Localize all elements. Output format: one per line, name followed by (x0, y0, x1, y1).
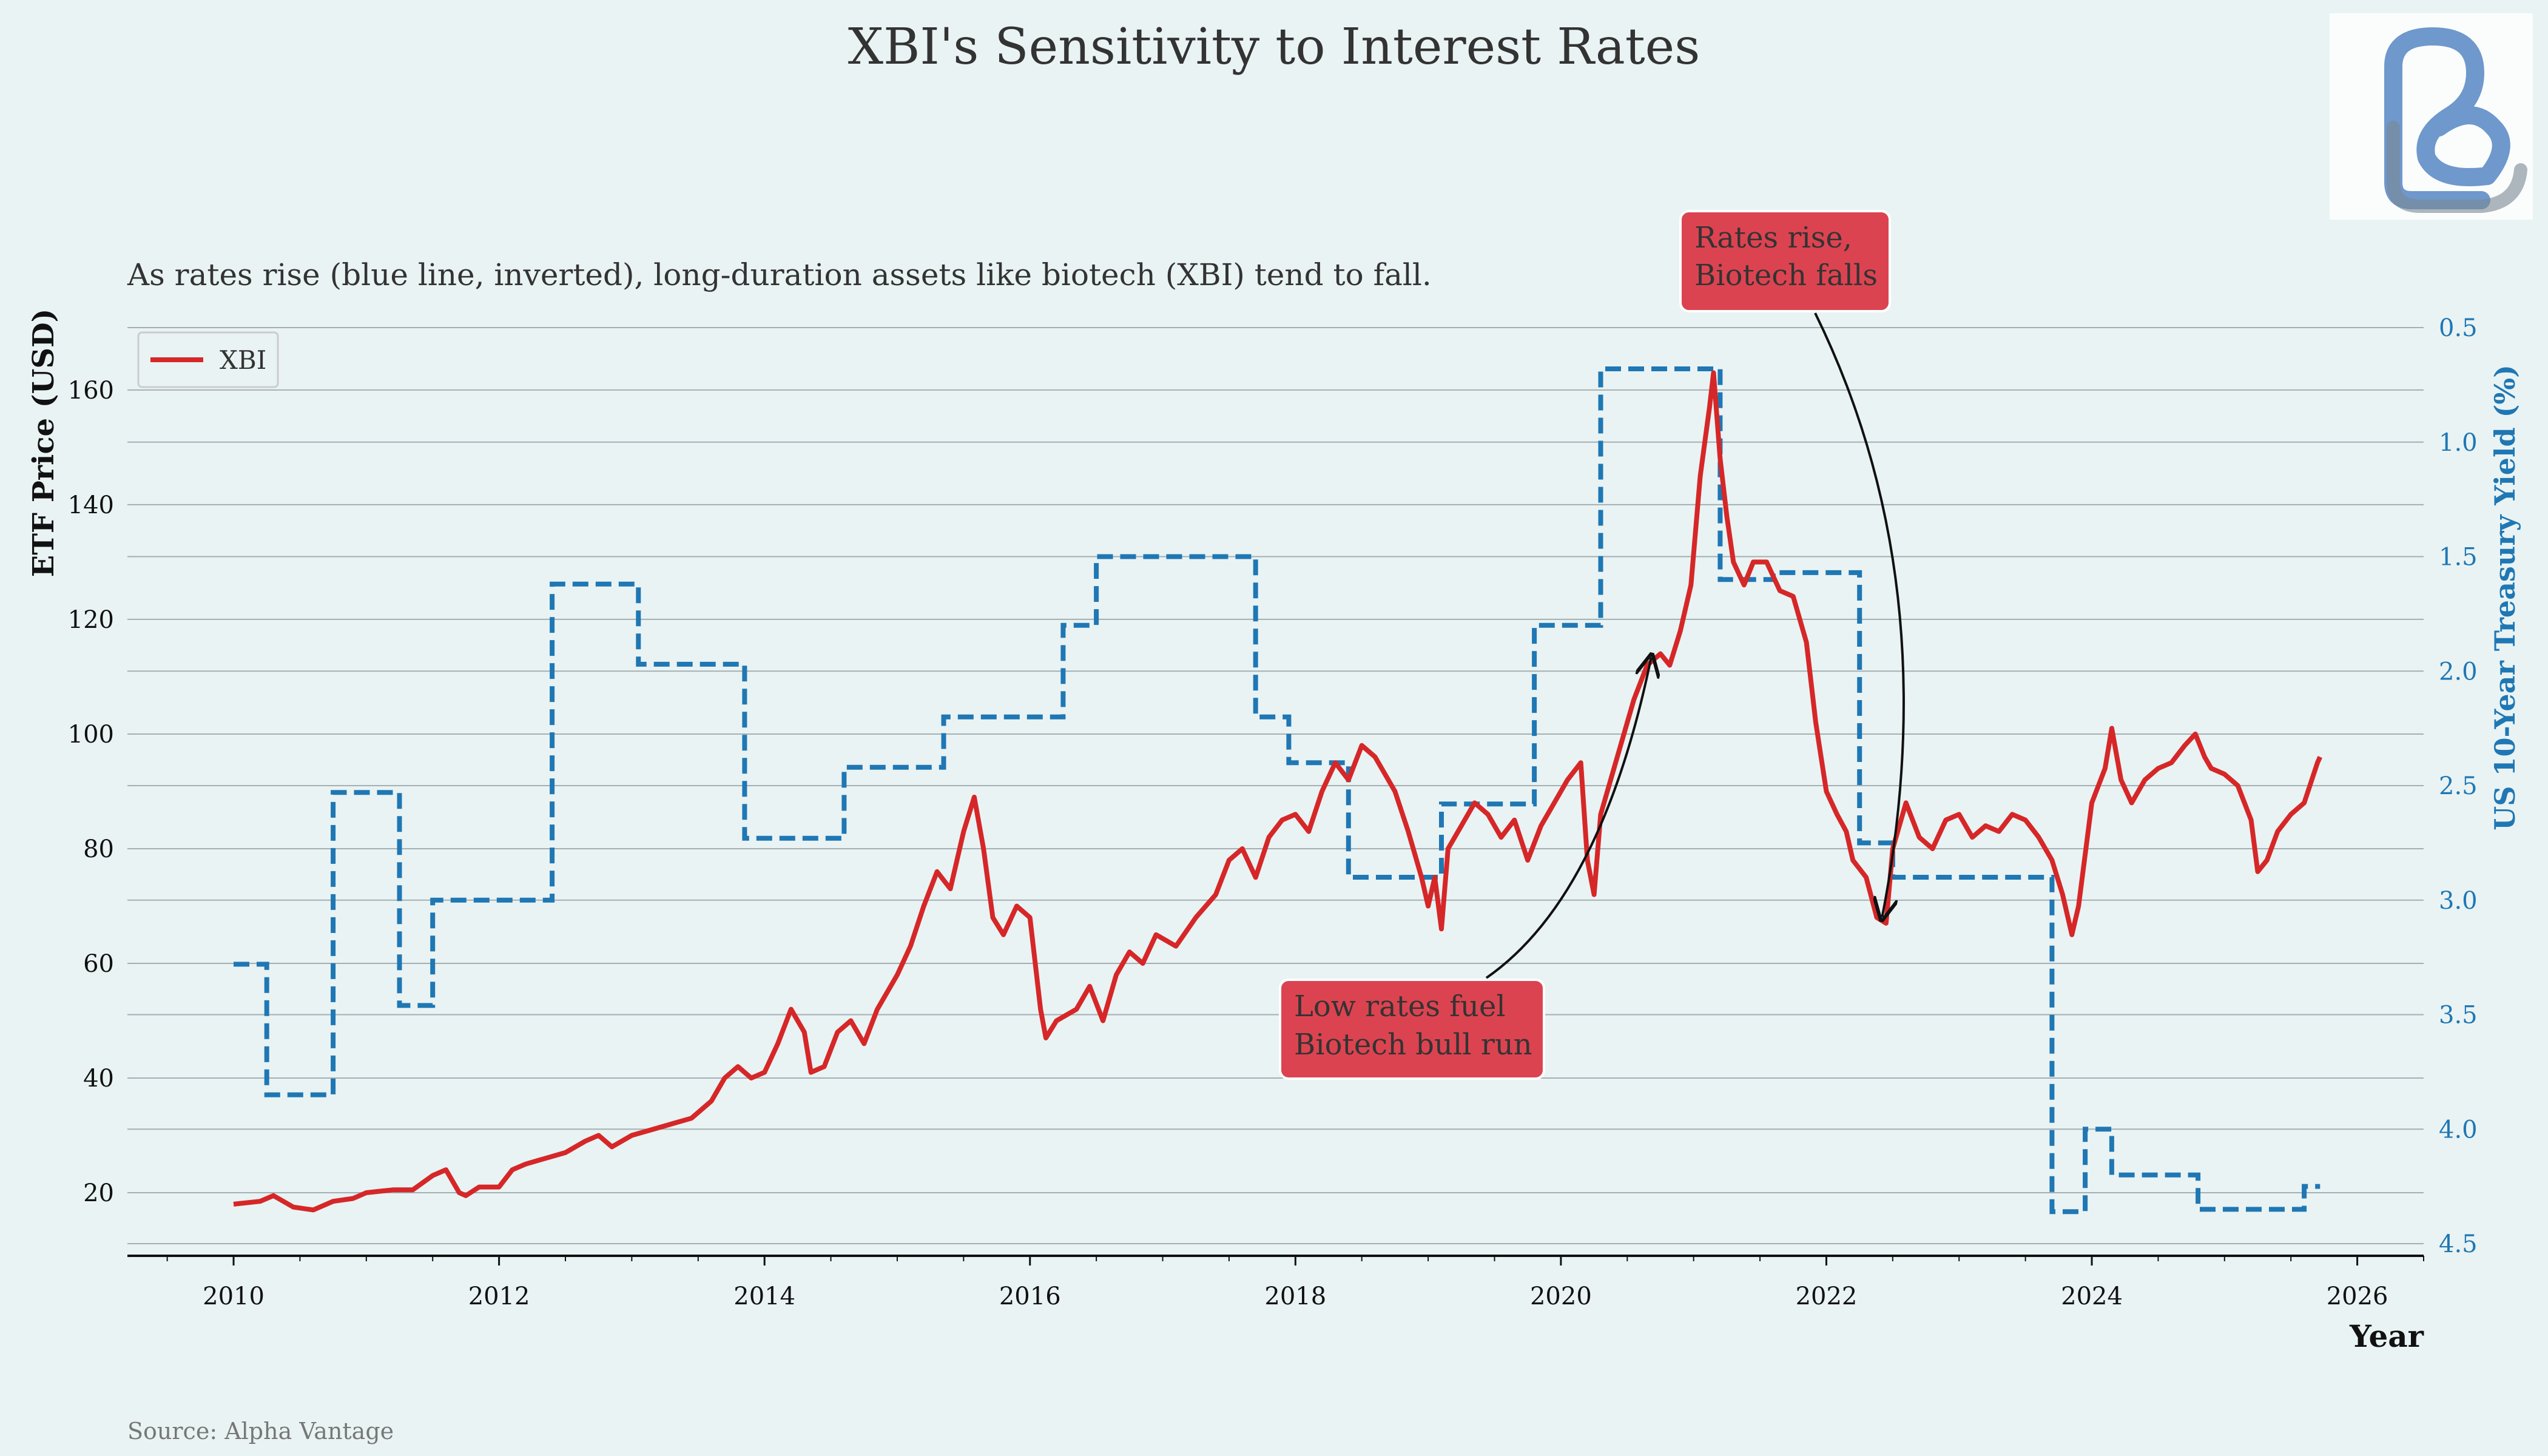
x-tick-label: 2014 (733, 1282, 795, 1310)
brand-logo (2330, 13, 2533, 220)
x-tick-label: 2026 (2327, 1282, 2388, 1310)
x-axis-label: Year (2349, 1318, 2424, 1354)
annotation-low-rates-line-1: Low rates fuel (1294, 989, 1506, 1023)
y-right-tick-label: 3.0 (2439, 887, 2478, 915)
source-note: Source: Alpha Vantage (127, 1418, 394, 1444)
annotation-arrow-low-rates (1485, 658, 1651, 979)
gridlines (127, 327, 2424, 1244)
y-right-tick-label: 1.5 (2439, 544, 2478, 571)
y-right-tick-labels: 0.5 1.0 1.5 2.0 2.5 3.0 3.5 4.0 4.5 (2439, 314, 2478, 1258)
x-tick-labels: 2010 2012 2014 2016 2018 2020 2022 2024 2026 (203, 1282, 2388, 1310)
y-left-tick-label: 80 (83, 835, 114, 863)
axes (127, 1255, 2424, 1266)
x-tick-label: 2010 (203, 1282, 265, 1310)
x-tick-label: 2022 (1796, 1282, 1858, 1310)
y-right-tick-label: 2.5 (2439, 772, 2478, 800)
y-left-tick-label: 140 (68, 491, 114, 519)
x-tick-label: 2012 (468, 1282, 530, 1310)
y-left-tick-labels: 20 40 60 80 100 120 140 160 (68, 377, 114, 1207)
annotation-rates-rise: Rates rise, Biotech falls (1679, 210, 1891, 312)
x-tick-label: 2018 (1264, 1282, 1326, 1310)
y-right-tick-label: 2.0 (2439, 658, 2478, 686)
y-right-tick-label: 4.5 (2439, 1230, 2478, 1258)
y-left-tick-label: 40 (83, 1065, 114, 1093)
y-left-axis-label: ETF Price (USD) (27, 309, 61, 578)
x-tick-label: 2020 (1530, 1282, 1592, 1310)
chart-subtitle: As rates rise (blue line, inverted), lon… (127, 257, 1432, 292)
xbi-price-line (233, 370, 2322, 1213)
y-right-tick-label: 1.0 (2439, 429, 2478, 457)
y-right-axis-label: US 10-Year Treasury Yield (%) (2489, 365, 2521, 831)
x-tick-label: 2024 (2061, 1282, 2123, 1310)
annotation-low-rates: Low rates fuel Biotech bull run (1279, 979, 1545, 1080)
treasury-yield-line (234, 366, 2320, 1215)
y-left-tick-label: 100 (68, 721, 114, 749)
annotation-rates-rise-line-2: Biotech falls (1694, 258, 1878, 292)
y-left-tick-label: 120 (68, 606, 114, 634)
annotation-rates-rise-line-1: Rates rise, (1694, 221, 1852, 255)
y-right-tick-label: 4.0 (2439, 1116, 2478, 1144)
legend: XBI (137, 331, 279, 388)
legend-label-xbi: XBI (220, 345, 266, 375)
y-left-tick-label: 20 (83, 1179, 114, 1207)
y-right-tick-label: 3.5 (2439, 1002, 2478, 1030)
chart-title: XBI's Sensitivity to Interest Rates (848, 18, 1700, 76)
annotation-low-rates-line-2: Biotech bull run (1294, 1028, 1532, 1062)
y-left-tick-label: 60 (83, 950, 114, 978)
annotation-arrow-rates-rise (1814, 312, 1905, 917)
y-right-tick-label: 0.5 (2439, 314, 2478, 342)
y-left-tick-label: 160 (68, 377, 114, 405)
x-tick-label: 2016 (999, 1282, 1061, 1310)
